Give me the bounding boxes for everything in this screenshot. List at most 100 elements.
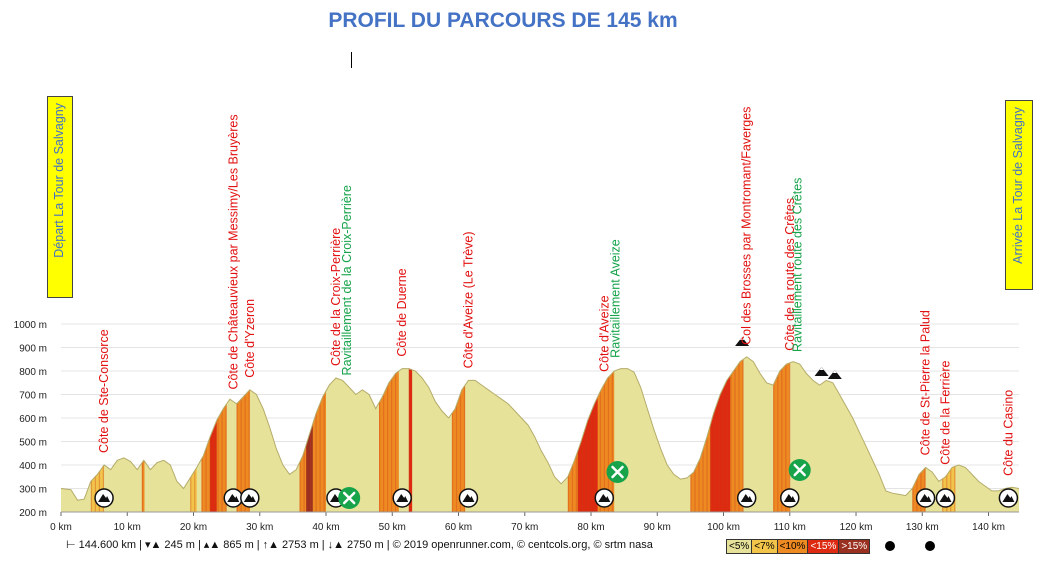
- steepness-stripe: [383, 356, 385, 512]
- climb-label: Côte de Châteauvieux par Messimy/Les Bru…: [226, 114, 240, 389]
- climb-label: Côte de Ste-Consorce: [97, 329, 111, 453]
- steepness-stripe: [408, 356, 411, 512]
- feed-station-label: Ravitaillement route des Crêtes: [791, 178, 805, 352]
- mountain-shape: [598, 494, 611, 502]
- y-tick-label: 1000 m: [14, 320, 47, 331]
- steepness-stripe: [954, 356, 956, 512]
- summit-snow: [740, 337, 745, 340]
- finish-label-box: Arrivée La Tour de Salvagny: [1005, 100, 1033, 290]
- steepness-stripe: [781, 356, 783, 512]
- climb-marker-icon: [240, 488, 260, 508]
- steepness-stripe: [395, 356, 397, 512]
- steepness-band: [773, 356, 790, 512]
- x-tick-label: 50 km: [379, 522, 406, 533]
- steepness-stripe: [710, 356, 712, 512]
- steepness-stripe: [210, 356, 212, 512]
- y-tick-label: 200 m: [19, 508, 47, 519]
- summit-shape: [827, 370, 842, 379]
- x-tick-label: 20 km: [180, 522, 207, 533]
- descent-value: 2750 m: [347, 538, 384, 551]
- climb-marker-icon: [458, 488, 479, 508]
- steepness-stripe: [738, 356, 740, 512]
- feed-station-icon: [606, 461, 629, 483]
- separator: |: [321, 538, 325, 551]
- elevation-line: [60, 356, 1020, 501]
- steepness-stripe: [310, 356, 312, 512]
- steepness-band: [408, 356, 413, 512]
- steepness-stripe: [225, 356, 227, 512]
- distance-icon: ⊢: [66, 539, 76, 551]
- summit-icon: [814, 367, 829, 376]
- steepness-stripe: [916, 356, 918, 512]
- feed-station-icon: [788, 459, 811, 481]
- steepness-legend: <5% <7% <10% <15% >15%: [726, 539, 871, 554]
- steepness-stripe: [459, 356, 462, 512]
- steepness-stripe: [706, 356, 708, 512]
- steepness-stripe: [303, 356, 305, 512]
- start-label-box: Départ La Tour de Salvagny: [47, 96, 73, 298]
- stats-footer: ⊢ 144.600 km | ▾▲ 245 m | ▴▲ 865 m | ↑▲ …: [66, 538, 653, 552]
- climb-label: Côte de St-Pierre la Palud: [919, 310, 933, 455]
- steepness-stripe: [726, 356, 728, 512]
- steepness-stripe: [734, 356, 736, 512]
- mountain-shape: [243, 494, 256, 502]
- steepness-stripe: [690, 356, 692, 512]
- mountain-shape: [98, 494, 111, 502]
- mountain-shape: [396, 494, 409, 502]
- steepness-stripe: [217, 356, 219, 512]
- climb-marker-icon: [935, 488, 956, 508]
- legend-item: <15%: [807, 539, 840, 554]
- steepness-stripe: [221, 356, 223, 512]
- min-altitude-value: 245 m: [164, 538, 195, 551]
- climb-label: Côte d'Yzeron: [243, 299, 257, 378]
- steepness-stripe: [581, 356, 583, 512]
- x-tick-label: 130 km: [906, 522, 939, 533]
- steepness-band: [379, 356, 399, 512]
- climb-label: Côte de la Ferrière: [938, 360, 952, 464]
- x-tick-label: 90 km: [644, 522, 671, 533]
- mountain-shape: [939, 494, 952, 502]
- y-tick-label: 900 m: [19, 344, 47, 355]
- steepness-stripe: [190, 356, 192, 512]
- min-altitude-icon: ▾▲: [144, 539, 162, 551]
- mountain-shape: [783, 494, 796, 502]
- steepness-stripe: [714, 356, 716, 512]
- steepness-stripe: [589, 356, 591, 512]
- steepness-stripe: [571, 356, 574, 512]
- x-tick-label: 80 km: [577, 522, 604, 533]
- steepness-stripe: [141, 356, 144, 512]
- steepness-stripe: [205, 356, 207, 512]
- x-tick-label: 140 km: [972, 522, 1005, 533]
- steepness-stripe: [201, 356, 203, 512]
- steepness-stripe: [299, 356, 301, 512]
- y-tick-label: 600 m: [19, 414, 47, 425]
- mountain-shape: [919, 494, 932, 502]
- steepness-stripe: [194, 356, 196, 512]
- cutlery-shape: [342, 491, 356, 505]
- x-tick-label: 100 km: [707, 522, 740, 533]
- max-altitude-icon: ▴▲: [203, 539, 221, 551]
- y-tick-label: 700 m: [19, 391, 47, 402]
- climb-icon: ↑▲: [262, 538, 280, 551]
- steepness-stripe: [607, 356, 610, 512]
- text-cursor: [351, 52, 352, 68]
- steepness-stripe: [391, 356, 393, 512]
- steepness-stripe: [603, 356, 606, 512]
- separator: |: [139, 538, 142, 551]
- steepness-stripe: [718, 356, 720, 512]
- climb-marker-icon: [998, 488, 1019, 508]
- x-tick-label: 110 km: [774, 522, 806, 533]
- steepness-stripe: [567, 356, 570, 512]
- feed-station-label: Ravitaillement Aveize: [609, 239, 623, 358]
- steepness-stripe: [315, 356, 317, 512]
- legend-dot: [925, 541, 935, 551]
- steepness-stripe: [575, 356, 578, 512]
- mountain-shape: [1002, 494, 1015, 502]
- climb-marker-icon: [915, 488, 936, 508]
- summit-icon: [827, 370, 842, 379]
- climb-marker-icon: [392, 488, 412, 508]
- steepness-stripe: [323, 356, 325, 512]
- steepness-stripe: [319, 356, 321, 512]
- climb-label: Col des Brosses par Montromant/Faverges: [740, 107, 754, 345]
- climb-label: Côte d'Aveize (Le Trève): [461, 231, 475, 368]
